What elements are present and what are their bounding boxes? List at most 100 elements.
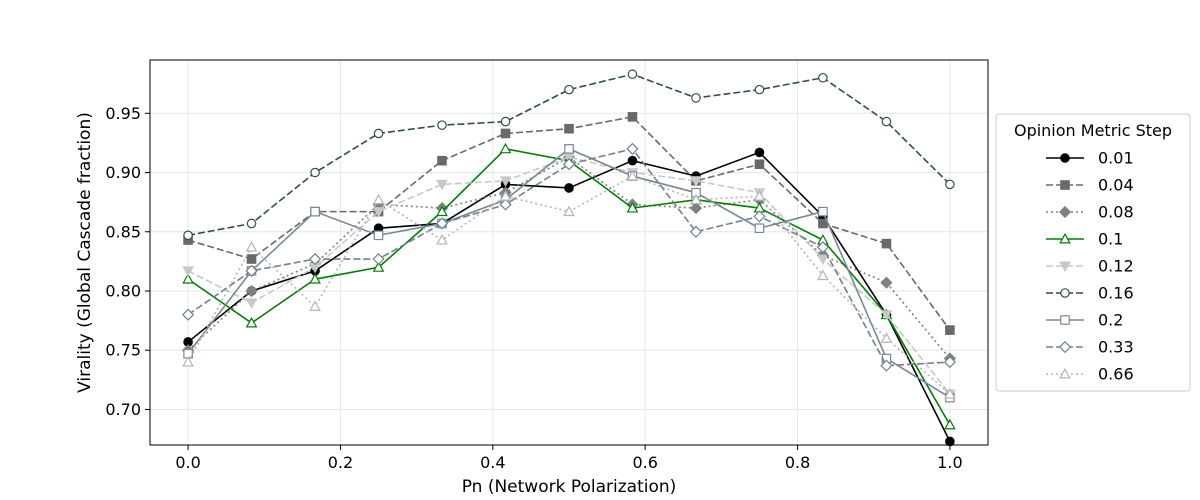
data-point xyxy=(372,261,385,272)
legend-label: 0.1 xyxy=(1098,230,1123,249)
data-point xyxy=(245,316,258,328)
legend-label: 0.08 xyxy=(1098,203,1134,222)
data-point xyxy=(500,128,511,139)
y-axis-ticks: 0.70 0.75 0.80 0.85 0.90 0.95 xyxy=(105,104,150,419)
data-point xyxy=(436,179,448,191)
data-point xyxy=(943,355,957,369)
x-tick-label: 1.0 xyxy=(937,453,962,472)
data-point xyxy=(563,205,575,217)
legend-item: 0.12 xyxy=(1046,257,1134,276)
data-point xyxy=(1059,261,1071,273)
data-point xyxy=(245,264,258,277)
data-point xyxy=(944,387,956,399)
data-point xyxy=(1060,288,1070,298)
y-tick-label: 0.85 xyxy=(105,222,141,241)
data-point xyxy=(564,183,574,193)
legend-label: 0.2 xyxy=(1098,311,1123,330)
data-point xyxy=(499,198,512,211)
data-point xyxy=(626,202,639,213)
y-tick-label: 0.90 xyxy=(105,163,141,182)
legend-item: 0.16 xyxy=(1046,284,1134,303)
series-0.16 xyxy=(183,69,955,241)
data-point xyxy=(246,254,257,264)
data-point xyxy=(372,207,385,218)
data-point xyxy=(436,233,448,245)
legend-item: 0.1 xyxy=(1046,230,1123,249)
legend-item: 0.04 xyxy=(1046,176,1134,195)
data-point xyxy=(437,155,447,166)
legend-item: 0.08 xyxy=(1046,203,1134,222)
y-tick-label: 0.75 xyxy=(105,341,141,360)
data-point xyxy=(310,206,320,217)
data-point xyxy=(372,193,385,205)
data-point xyxy=(816,241,830,254)
data-point xyxy=(754,159,765,170)
data-point xyxy=(818,218,828,229)
data-point xyxy=(627,112,638,122)
y-tick-label: 0.95 xyxy=(105,104,141,123)
legend-item: 0.01 xyxy=(1046,149,1134,168)
data-point xyxy=(182,273,194,284)
plot-area-frame xyxy=(149,59,989,446)
series-layer xyxy=(181,69,957,447)
data-point xyxy=(500,116,511,127)
data-point xyxy=(627,155,638,166)
y-tick-label: 0.70 xyxy=(105,400,141,419)
data-point xyxy=(689,201,703,215)
data-point xyxy=(1059,367,1071,379)
data-point xyxy=(626,142,639,155)
x-axis-label: Pn (Network Polarization) xyxy=(462,477,677,497)
data-point xyxy=(309,273,321,284)
y-tick-label: 0.80 xyxy=(105,282,141,301)
data-point xyxy=(182,356,194,367)
data-point xyxy=(182,266,194,277)
data-point xyxy=(754,84,765,95)
legend-item: 0.33 xyxy=(1046,338,1134,357)
legend-label: 0.01 xyxy=(1098,149,1134,168)
legend-items: 0.01 0.04 0.08 0.1 0.12 0.16 0.2 0.33 0.66 xyxy=(1046,149,1134,384)
data-point xyxy=(626,170,639,181)
y-axis-label: Virality (Global Cascade fraction) xyxy=(75,112,95,393)
data-point xyxy=(689,225,703,238)
legend: Opinion Metric Step 0.010.040.080.10.120… xyxy=(995,113,1191,392)
data-point xyxy=(373,230,384,241)
x-tick-label: 0.6 xyxy=(632,453,657,472)
data-point xyxy=(690,176,702,187)
data-point xyxy=(437,120,447,130)
data-point xyxy=(880,276,893,289)
data-point xyxy=(435,217,449,230)
data-point xyxy=(754,223,765,234)
data-point xyxy=(246,218,257,229)
series-0.01 xyxy=(183,147,955,447)
x-tick-label: 0.4 xyxy=(480,453,505,472)
data-point xyxy=(880,359,893,372)
x-tick-label: 0.8 xyxy=(785,453,810,472)
data-point xyxy=(499,190,512,201)
data-point xyxy=(945,179,955,190)
data-point xyxy=(754,147,765,158)
grid xyxy=(150,60,988,445)
data-point xyxy=(753,210,766,223)
data-point xyxy=(1058,205,1072,219)
data-point xyxy=(373,128,384,139)
legend-item: 0.66 xyxy=(1046,365,1134,384)
data-point xyxy=(690,193,702,205)
x-tick-label: 0.2 xyxy=(328,453,353,472)
legend-label: 0.16 xyxy=(1098,284,1134,303)
data-point xyxy=(564,84,574,95)
data-point xyxy=(818,72,828,83)
data-point xyxy=(880,310,893,321)
legend-title: Opinion Metric Step xyxy=(1014,121,1172,140)
legend-box xyxy=(995,113,1191,392)
data-point xyxy=(1058,340,1072,354)
legend-label: 0.66 xyxy=(1098,365,1134,384)
data-point xyxy=(881,238,892,249)
legend-label: 0.12 xyxy=(1098,257,1134,276)
data-point xyxy=(245,284,258,298)
x-tick-label: 0.0 xyxy=(175,453,200,472)
data-point xyxy=(499,176,512,187)
data-point xyxy=(880,332,893,343)
data-point xyxy=(245,241,258,252)
legend-label: 0.33 xyxy=(1098,338,1134,357)
data-point xyxy=(499,142,512,154)
